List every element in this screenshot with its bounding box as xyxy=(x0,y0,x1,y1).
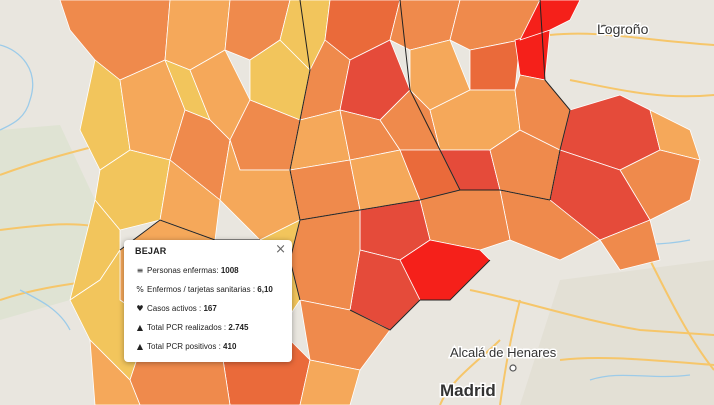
row-value: 6,10 xyxy=(257,285,273,294)
flask-icon: ▲ xyxy=(136,342,144,351)
city-logrono[interactable]: Logroño xyxy=(596,20,651,39)
row-label: Personas enfermas: xyxy=(147,266,219,275)
roads xyxy=(0,32,714,405)
city-marker xyxy=(509,364,517,372)
bed-icon: ≡ xyxy=(136,266,144,275)
popup-row-pcr-positivos: ▲ Total PCR positivos : 410 xyxy=(135,342,282,351)
popup-row-pcr-realizados: ▲ Total PCR realizados : 2.745 xyxy=(135,323,282,332)
city-label-logrono: Logroño xyxy=(597,21,649,37)
row-label: Enfermos / tarjetas sanitarias : xyxy=(147,285,256,294)
popup-row-ratio: % Enfermos / tarjetas sanitarias : 6,10 xyxy=(135,285,282,294)
row-value: 2.745 xyxy=(228,323,249,332)
city-label-madrid: Madrid xyxy=(440,381,496,400)
popup-row-activos: ♥ Casos activos : 167 xyxy=(135,304,282,313)
row-value: 167 xyxy=(203,304,217,313)
city-marker xyxy=(598,24,610,36)
row-value: 410 xyxy=(223,342,237,351)
row-label: Casos activos : xyxy=(147,304,202,313)
row-label: Total PCR realizados : xyxy=(147,323,227,332)
heartbeat-icon: ♥ xyxy=(136,304,144,313)
flask-icon: ▲ xyxy=(136,323,144,332)
info-popup: BEJAR × ≡ Personas enfermas: 1008 % Enfe… xyxy=(124,240,292,362)
row-value: 1008 xyxy=(220,266,239,275)
city-alcala[interactable]: Alcalá de Henares xyxy=(449,344,558,372)
popup-row-personas: ≡ Personas enfermas: 1008 xyxy=(135,266,282,275)
city-label-alcala: Alcalá de Henares xyxy=(450,345,557,360)
row-label: Total PCR positivos : xyxy=(147,342,221,351)
percent-icon: % xyxy=(136,285,144,294)
close-icon[interactable]: × xyxy=(275,242,286,257)
city-madrid[interactable]: Madrid xyxy=(439,380,498,402)
popup-title: BEJAR xyxy=(135,246,167,256)
